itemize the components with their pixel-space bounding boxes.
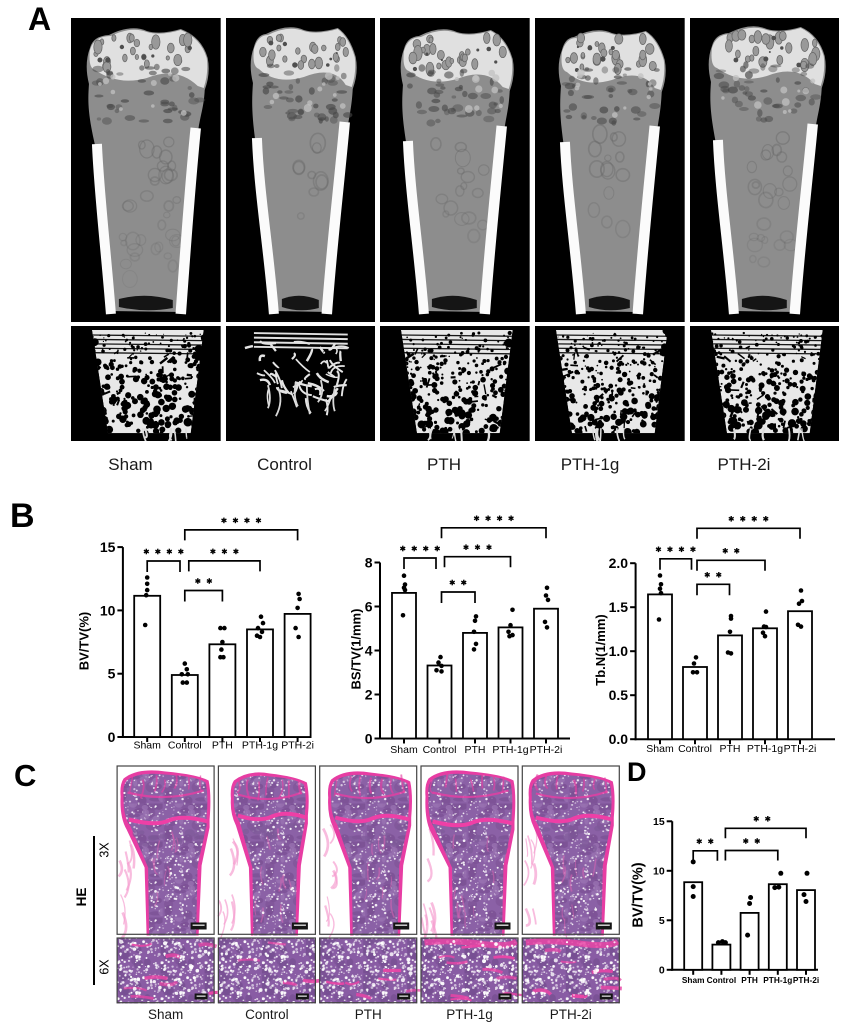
svg-text:6X: 6X bbox=[98, 959, 112, 975]
svg-text:PTH-1g: PTH-1g bbox=[763, 975, 792, 985]
svg-text:PTH-2i: PTH-2i bbox=[530, 744, 563, 756]
svg-text:0.5: 0.5 bbox=[609, 687, 629, 703]
svg-text:2: 2 bbox=[365, 687, 373, 703]
svg-text:1.5: 1.5 bbox=[609, 599, 629, 615]
svg-text:BV/TV(%): BV/TV(%) bbox=[77, 612, 92, 671]
svg-text:Tb.N(1/mm): Tb.N(1/mm) bbox=[593, 614, 608, 686]
svg-text:HE: HE bbox=[74, 888, 89, 907]
svg-text:15: 15 bbox=[100, 539, 116, 555]
svg-text:Sham: Sham bbox=[133, 740, 161, 752]
svg-text:1.0: 1.0 bbox=[609, 643, 629, 659]
svg-text:3X: 3X bbox=[98, 842, 112, 858]
svg-text:0: 0 bbox=[659, 965, 665, 977]
svg-text:0: 0 bbox=[365, 731, 373, 747]
svg-text:PTH: PTH bbox=[720, 743, 741, 755]
svg-text:5: 5 bbox=[108, 666, 116, 682]
svg-text:0.0: 0.0 bbox=[609, 731, 629, 747]
svg-text:BV/TV(%): BV/TV(%) bbox=[631, 862, 647, 927]
svg-text:Sham: Sham bbox=[646, 743, 674, 755]
svg-text:Control: Control bbox=[168, 740, 202, 752]
svg-text:Control: Control bbox=[707, 975, 737, 985]
svg-text:Control: Control bbox=[423, 744, 457, 756]
svg-text:PTH-1g: PTH-1g bbox=[492, 744, 528, 756]
svg-text:PTH-2i: PTH-2i bbox=[281, 740, 314, 752]
svg-text:Sham: Sham bbox=[390, 744, 418, 756]
svg-text:5: 5 bbox=[659, 915, 665, 927]
svg-text:10: 10 bbox=[100, 602, 116, 618]
svg-text:PTH-1g: PTH-1g bbox=[242, 740, 278, 752]
svg-text:Sham: Sham bbox=[682, 975, 705, 985]
svg-text:Control: Control bbox=[678, 743, 712, 755]
svg-text:15: 15 bbox=[653, 816, 665, 828]
svg-text:PTH: PTH bbox=[465, 744, 486, 756]
svg-text:BS/TV(1/mm): BS/TV(1/mm) bbox=[349, 609, 364, 690]
svg-text:0: 0 bbox=[108, 729, 116, 745]
svg-text:PTH: PTH bbox=[212, 740, 233, 752]
svg-text:PTH: PTH bbox=[741, 975, 758, 985]
svg-text:8: 8 bbox=[365, 555, 373, 571]
svg-text:PTH-2i: PTH-2i bbox=[784, 743, 817, 755]
svg-text:PTH-2i: PTH-2i bbox=[793, 975, 819, 985]
svg-text:6: 6 bbox=[365, 599, 373, 615]
svg-text:10: 10 bbox=[653, 866, 665, 878]
svg-text:PTH-1g: PTH-1g bbox=[747, 743, 783, 755]
svg-text:2.0: 2.0 bbox=[609, 555, 629, 571]
svg-text:4: 4 bbox=[365, 643, 373, 659]
